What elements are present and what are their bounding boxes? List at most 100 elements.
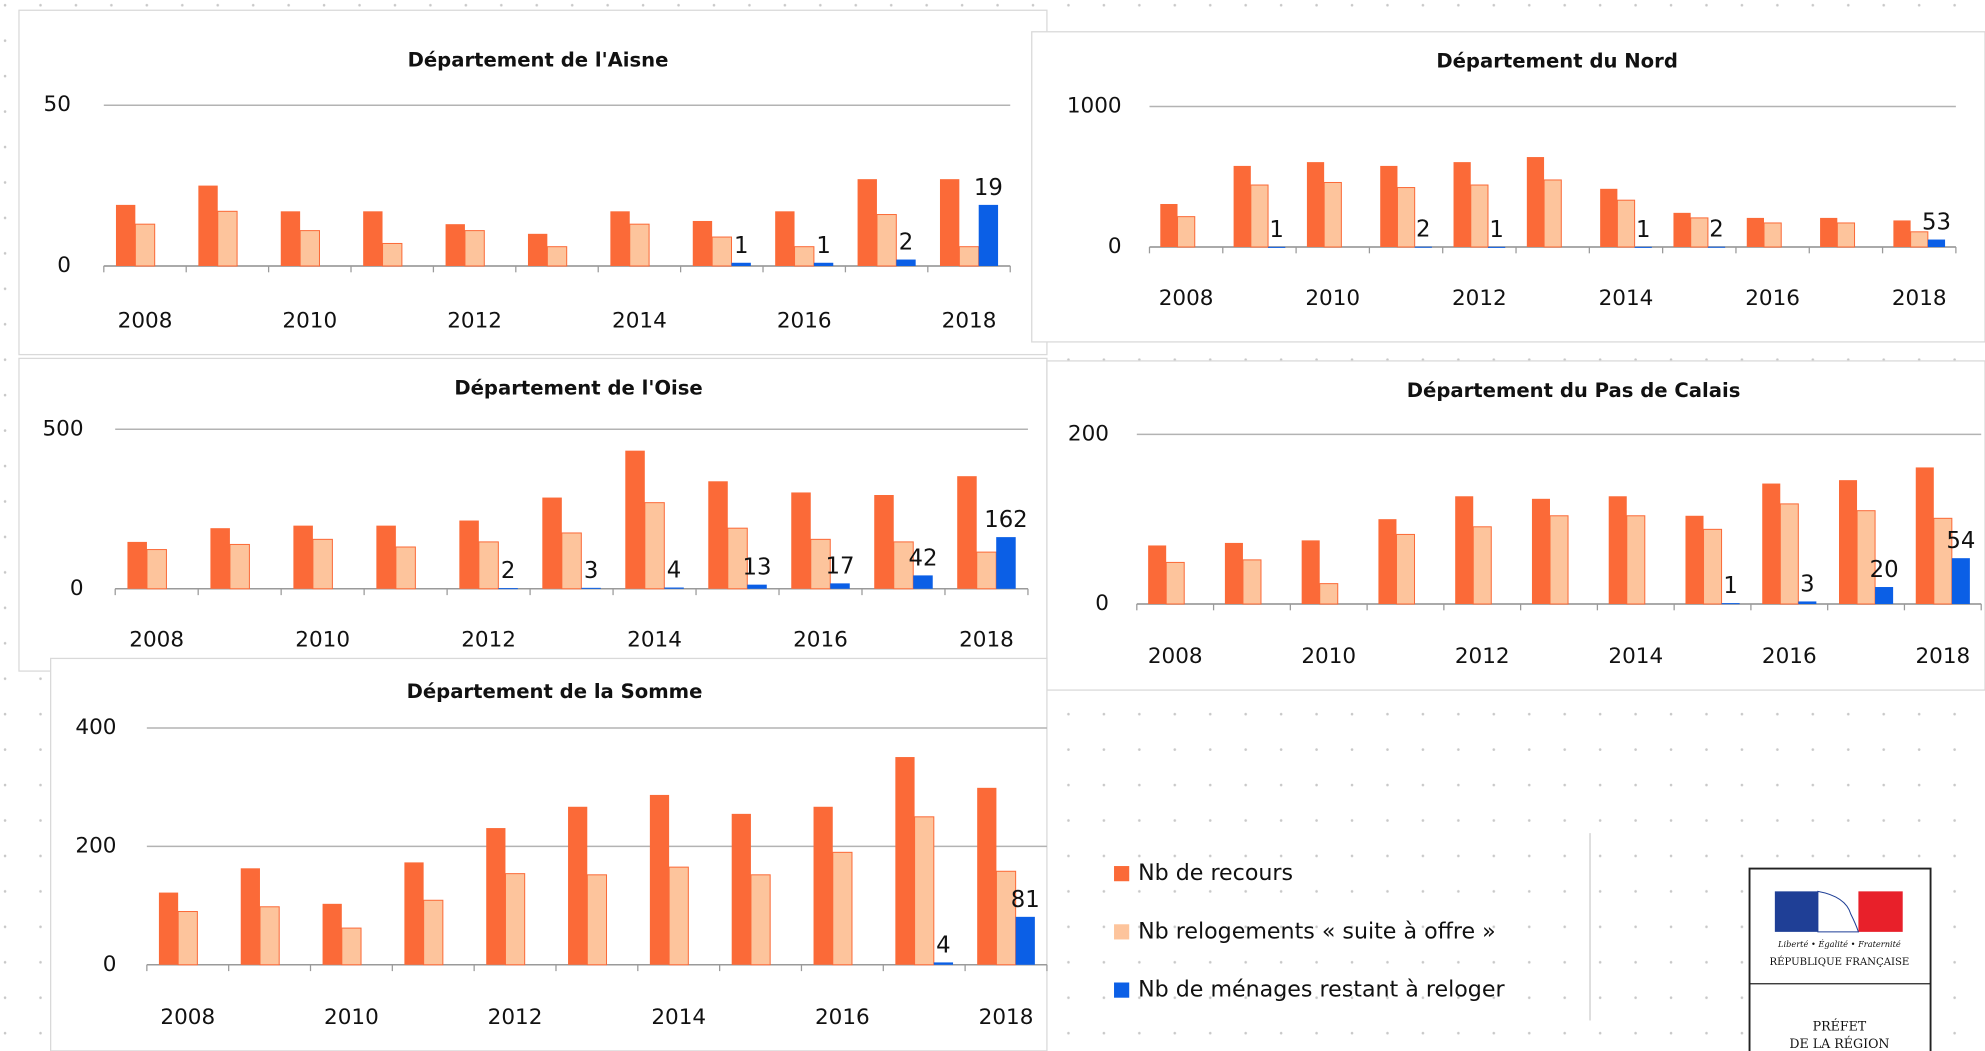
bar bbox=[1798, 601, 1817, 604]
bar bbox=[1763, 222, 1782, 248]
flag-blue bbox=[1774, 891, 1818, 932]
bar bbox=[115, 204, 136, 266]
data-label: 162 bbox=[984, 507, 1027, 533]
bar bbox=[1927, 239, 1946, 247]
x-tick-label: 2008 bbox=[129, 628, 184, 653]
data-label: 54 bbox=[1946, 528, 1975, 554]
bar bbox=[177, 911, 198, 966]
x-tick-label: 2016 bbox=[1745, 286, 1800, 311]
x-tick-label: 2012 bbox=[461, 628, 516, 653]
bar bbox=[813, 806, 833, 965]
bar bbox=[198, 185, 218, 266]
bar bbox=[896, 259, 916, 266]
bar bbox=[668, 866, 689, 966]
bar bbox=[913, 575, 933, 589]
y-tick-label: 0 bbox=[1095, 591, 1109, 616]
bar bbox=[217, 210, 238, 267]
chart-title: Département de l'Oise bbox=[454, 376, 702, 399]
x-tick-label: 2008 bbox=[1159, 286, 1214, 311]
chart: Département de l'Aisne 0 50 2008 2010 2012 201… bbox=[18, 9, 1048, 356]
bar bbox=[1875, 587, 1894, 604]
x-tick-label: 2010 bbox=[295, 628, 350, 653]
bar bbox=[127, 541, 147, 589]
data-label: 2 bbox=[899, 230, 913, 256]
y-tick-label: 0 bbox=[103, 952, 117, 977]
bar bbox=[727, 527, 748, 590]
bar bbox=[363, 211, 383, 266]
chart: Département de l'Oise 0 500 2008 2010 2012 2 3 2… bbox=[18, 357, 1048, 672]
chart-panel bbox=[50, 657, 1048, 1051]
data-label: 53 bbox=[1922, 210, 1951, 236]
bar bbox=[995, 870, 1017, 966]
bar bbox=[504, 873, 526, 966]
x-tick-label: 2018 bbox=[1915, 644, 1970, 669]
y-tick-label: 0 bbox=[70, 576, 84, 601]
y-tick-label: 50 bbox=[44, 92, 71, 117]
bar bbox=[625, 450, 645, 589]
bar bbox=[1779, 503, 1799, 605]
bar bbox=[586, 874, 608, 966]
bar bbox=[775, 211, 795, 266]
x-tick-label: 2010 bbox=[324, 1005, 379, 1030]
bar bbox=[893, 541, 914, 590]
x-tick-label: 2014 bbox=[1608, 644, 1663, 669]
bar bbox=[1543, 179, 1562, 248]
y-tick-label: 400 bbox=[75, 715, 116, 740]
bar bbox=[692, 220, 713, 266]
bar bbox=[791, 492, 811, 589]
bar bbox=[1470, 184, 1489, 248]
bar bbox=[1690, 217, 1709, 248]
bar bbox=[1148, 545, 1167, 604]
bar bbox=[1721, 603, 1740, 605]
x-tick-label: 2016 bbox=[793, 628, 848, 653]
bar bbox=[1487, 246, 1506, 248]
bar bbox=[546, 246, 568, 267]
bar bbox=[1414, 246, 1432, 248]
legend-label: Nb de ménages restant à reloger bbox=[1138, 977, 1505, 1003]
data-label: 1 bbox=[1636, 217, 1650, 243]
bar bbox=[293, 525, 313, 589]
bar bbox=[1177, 216, 1196, 248]
x-tick-label: 2016 bbox=[815, 1005, 870, 1030]
data-label: 3 bbox=[1800, 571, 1814, 597]
bar bbox=[382, 242, 403, 267]
x-tick-label: 2012 bbox=[1455, 644, 1510, 669]
republic: RÉPUBLIQUE FRANÇAISE bbox=[1770, 954, 1910, 968]
data-label: 42 bbox=[908, 545, 937, 571]
bar bbox=[1472, 526, 1492, 605]
x-tick-label: 2010 bbox=[1305, 286, 1360, 311]
chart-title: Département du Pas de Calais bbox=[1407, 379, 1741, 402]
x-tick-label: 2018 bbox=[979, 1005, 1034, 1030]
bar bbox=[629, 223, 650, 267]
chart-title: Département du Nord bbox=[1436, 50, 1677, 73]
data-label: 2 bbox=[501, 558, 515, 584]
x-tick-label: 2008 bbox=[118, 309, 173, 334]
chart: Département du Pas de Calais 0 200 2008 2010… bbox=[1046, 360, 1985, 691]
y-tick-label: 200 bbox=[1068, 421, 1109, 446]
bar bbox=[1820, 217, 1838, 247]
bar bbox=[933, 962, 954, 965]
bar bbox=[527, 233, 548, 266]
chart: Département du Nord 0 1000 2008 1 2010 2 2012 1 2… bbox=[1031, 31, 1985, 343]
x-tick-label: 2014 bbox=[612, 309, 667, 334]
y-tick-label: 0 bbox=[1108, 234, 1122, 259]
bar bbox=[1634, 246, 1652, 248]
bar bbox=[1856, 510, 1876, 605]
data-label: 19 bbox=[974, 175, 1003, 201]
bar bbox=[1250, 184, 1269, 248]
bar bbox=[1608, 496, 1627, 604]
bar bbox=[731, 813, 751, 965]
bar bbox=[210, 528, 230, 589]
legend-swatch bbox=[1114, 982, 1130, 998]
bar bbox=[1703, 528, 1723, 605]
x-tick-label: 2012 bbox=[1452, 286, 1507, 311]
bar bbox=[299, 230, 320, 267]
data-label: 81 bbox=[1011, 887, 1040, 913]
chart: Département de la Somme 0 200 400 2008 2010 20… bbox=[50, 657, 1048, 1051]
bar bbox=[542, 497, 562, 589]
bar bbox=[832, 851, 853, 966]
bar bbox=[1396, 187, 1416, 248]
bar bbox=[1380, 165, 1398, 247]
